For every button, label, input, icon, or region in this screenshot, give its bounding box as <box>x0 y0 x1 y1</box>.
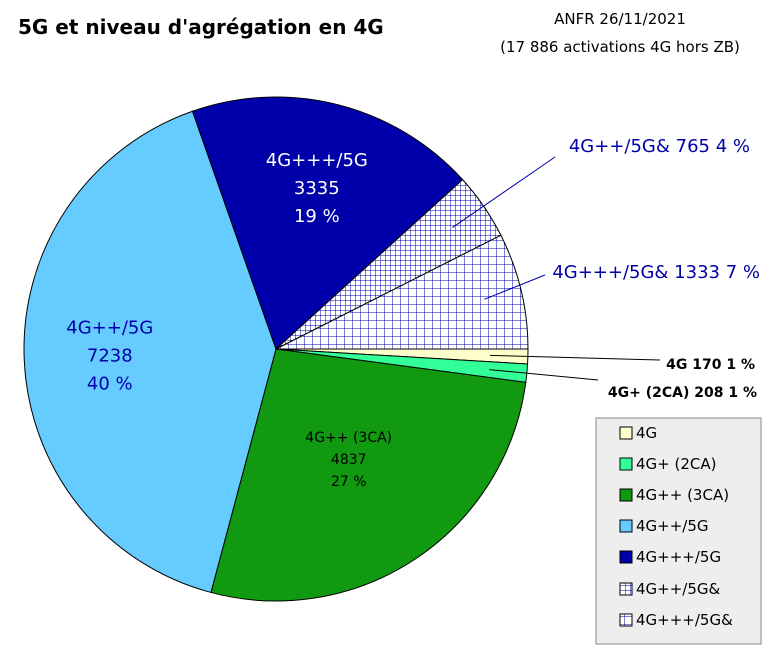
legend-swatch-4g-5g <box>619 613 633 627</box>
legend-label-4g-2ca: 4G+ (2CA) <box>636 455 717 473</box>
leader-lines <box>452 156 661 381</box>
source-line-1: ANFR 26/11/2021 <box>554 10 686 28</box>
legend-swatch-4g-3ca <box>619 488 633 502</box>
slice-4g-5g <box>23 110 277 594</box>
external-labels: 4G 170 1 % 4G+ (2CA) 208 1 % 4G++/5G& 765 … <box>552 136 760 401</box>
slice-label-4g-3ca-percent: 27 % <box>331 474 367 490</box>
leader-4g-5g <box>452 156 556 228</box>
legend-swatch-4g-5g <box>619 550 633 564</box>
legend-swatch-4g-5g <box>619 519 633 533</box>
pie-slices <box>23 96 529 602</box>
slice-4g-3ca <box>210 348 527 602</box>
slice-label-4g-3ca-value: 4837 <box>331 452 367 468</box>
ext-label-4g-5g: 4G++/5G& 765 4 % <box>569 136 750 157</box>
ext-label-4g-5g: 4G+++/5G& 1333 7 % <box>552 262 760 283</box>
legend-label-4g-5g: 4G++/5G& <box>636 580 721 598</box>
slice-4g-5g <box>275 234 529 350</box>
source-line-2: (17 886 activations 4G hors ZB) <box>500 38 740 56</box>
slice-labels: 4G++ (3CA) 4837 27 % 4G++/5G 7238 40 % 4G+++/5… <box>66 150 392 490</box>
legend-label-4g-5g: 4G+++/5G& <box>636 611 733 629</box>
legend-swatch-4g <box>619 426 633 440</box>
slice-label-4g-5g-name: 4G+++/5G <box>266 150 368 171</box>
legend-label-4g-5g: 4G+++/5G <box>636 548 721 566</box>
slice-label-4g-5g-value: 7238 <box>87 345 133 366</box>
slice-label-4g-3ca-name: 4G++ (3CA) <box>305 430 392 446</box>
slice-label-4g-5g-name: 4G++/5G <box>66 317 153 338</box>
legend-swatch-4g-5g <box>619 582 633 596</box>
leader-4g-5g <box>484 274 546 300</box>
leader-4g <box>490 354 661 361</box>
ext-label-4g-2ca: 4G+ (2CA) 208 1 % <box>608 385 757 401</box>
slice-4g-5g <box>191 96 464 350</box>
chart-title: 5G et niveau d'agrégation en 4G <box>18 15 384 39</box>
legend-label-4g-5g: 4G++/5G <box>636 517 709 535</box>
legend: 4G 4G+ (2CA) 4G++ (3CA) 4G++/5G 4G+++/5G 4G++… <box>595 417 762 645</box>
ext-label-4g: 4G 170 1 % <box>666 357 755 373</box>
slice-label-4g-5g-value: 3335 <box>294 178 340 199</box>
slice-label-4g-5g-percent: 19 % <box>294 206 340 227</box>
slice-label-4g-5g-percent: 40 % <box>87 373 133 394</box>
legend-label-4g: 4G <box>636 424 657 442</box>
leader-4g-2ca <box>489 369 599 381</box>
legend-label-4g-3ca: 4G++ (3CA) <box>636 486 729 504</box>
legend-swatch-4g-2ca <box>619 457 633 471</box>
